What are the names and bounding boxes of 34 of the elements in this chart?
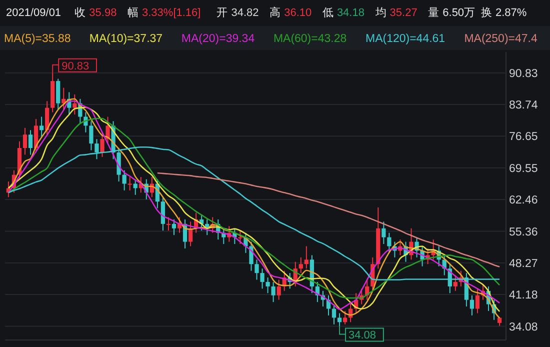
y-tick-label: 41.18: [509, 290, 538, 302]
text: MA(20)=39.34: [181, 33, 256, 45]
annotation: 34.08: [348, 330, 376, 342]
text: 6.50万: [442, 7, 476, 19]
annotation: 90.83: [62, 60, 90, 72]
text: MA(10)=37.37: [89, 33, 163, 45]
text: MA(5)=35.88: [4, 33, 71, 45]
text: 35.98: [89, 7, 117, 19]
y-tick-label: 55.36: [509, 226, 538, 238]
text: 2.87%: [496, 7, 527, 19]
text: 低: [322, 7, 334, 19]
y-tick-label: 69.55: [509, 162, 538, 175]
y-tick-label: 90.83: [509, 68, 538, 80]
y-tick-label: 62.46: [509, 194, 538, 207]
y-tick-label: 48.27: [509, 258, 538, 270]
text: MA(120)=44.61: [365, 33, 446, 45]
text: 幅: [127, 7, 138, 19]
text: MA(250)=47.4: [464, 33, 538, 45]
text: 34.82: [231, 7, 259, 19]
text: 开: [216, 7, 228, 19]
text: 36.10: [284, 7, 312, 19]
y-tick-label: 34.08: [509, 321, 538, 334]
y-tick-label: 76.65: [509, 131, 538, 144]
y-tick-label: 83.74: [509, 100, 538, 112]
text: 量: [428, 7, 440, 19]
text: 34.18: [336, 7, 364, 19]
text: 3.33%[1.16]: [142, 7, 201, 19]
text: 35.27: [390, 7, 418, 19]
text: 均: [374, 7, 386, 19]
text: 换: [480, 7, 492, 19]
text: 2021/09/01: [6, 7, 62, 19]
text: 高: [270, 6, 281, 19]
text: MA(60)=43.28: [273, 33, 347, 45]
text: 收: [74, 7, 86, 19]
